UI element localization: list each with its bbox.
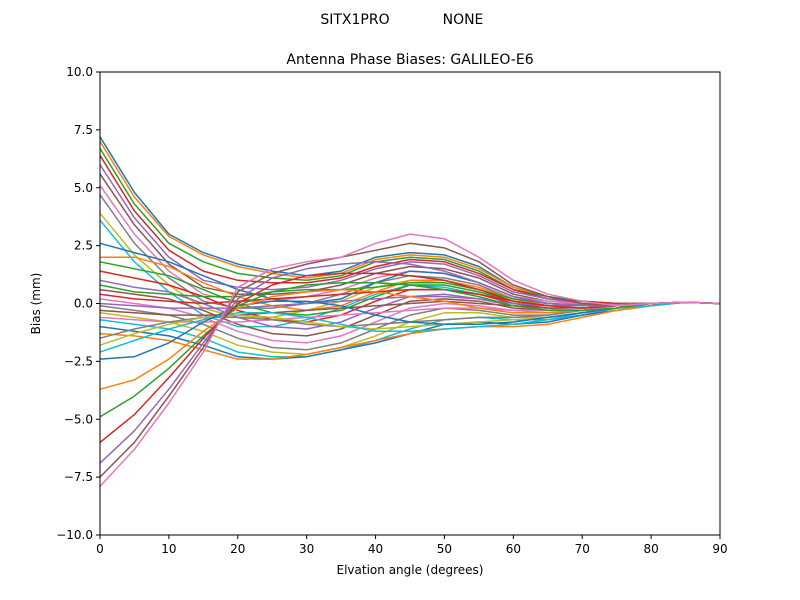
series-line-22 (99, 301, 721, 360)
x-tick-label: 50 (437, 542, 452, 556)
series-line-37 (99, 233, 721, 487)
y-tick-label: 10.0 (66, 65, 93, 79)
chart-title: Antenna Phase Biases: GALILEO-E6 (286, 52, 533, 68)
suptitle-right: NONE (443, 12, 484, 28)
y-axis-ticks: −10.0 −7.5 −5.0 −2.5 0.0 2.5 5.0 7.5 10.0 (56, 65, 100, 542)
plot-lines (99, 136, 721, 487)
series-line-4 (99, 154, 721, 305)
x-tick-label: 20 (230, 542, 245, 556)
plot-frame (99, 71, 721, 536)
series-line-33 (99, 281, 721, 418)
y-tick-label: −5.0 (64, 412, 93, 426)
y-tick-label: −2.5 (64, 354, 93, 368)
x-tick-label: 60 (506, 542, 521, 556)
y-tick-label: −10.0 (56, 528, 93, 542)
y-tick-label: 5.0 (74, 181, 93, 195)
x-tick-label: 70 (575, 542, 590, 556)
x-axis-ticks: 0 10 20 30 40 50 60 70 80 90 (96, 535, 728, 556)
x-tick-label: 0 (96, 542, 104, 556)
y-tick-label: 2.5 (74, 239, 93, 253)
x-axis-label: Elvation angle (degrees) (337, 563, 484, 577)
x-tick-label: 40 (368, 542, 383, 556)
suptitle-left: SITX1PRO (320, 12, 389, 28)
x-tick-label: 30 (299, 542, 314, 556)
y-axis-label: Bias (mm) (29, 273, 43, 335)
y-tick-label: 7.5 (74, 123, 93, 137)
x-tick-label: 80 (643, 542, 658, 556)
y-tick-label: 0.0 (74, 297, 93, 311)
x-tick-label: 10 (161, 542, 176, 556)
y-tick-label: −7.5 (64, 470, 93, 484)
x-tick-label: 90 (712, 542, 727, 556)
